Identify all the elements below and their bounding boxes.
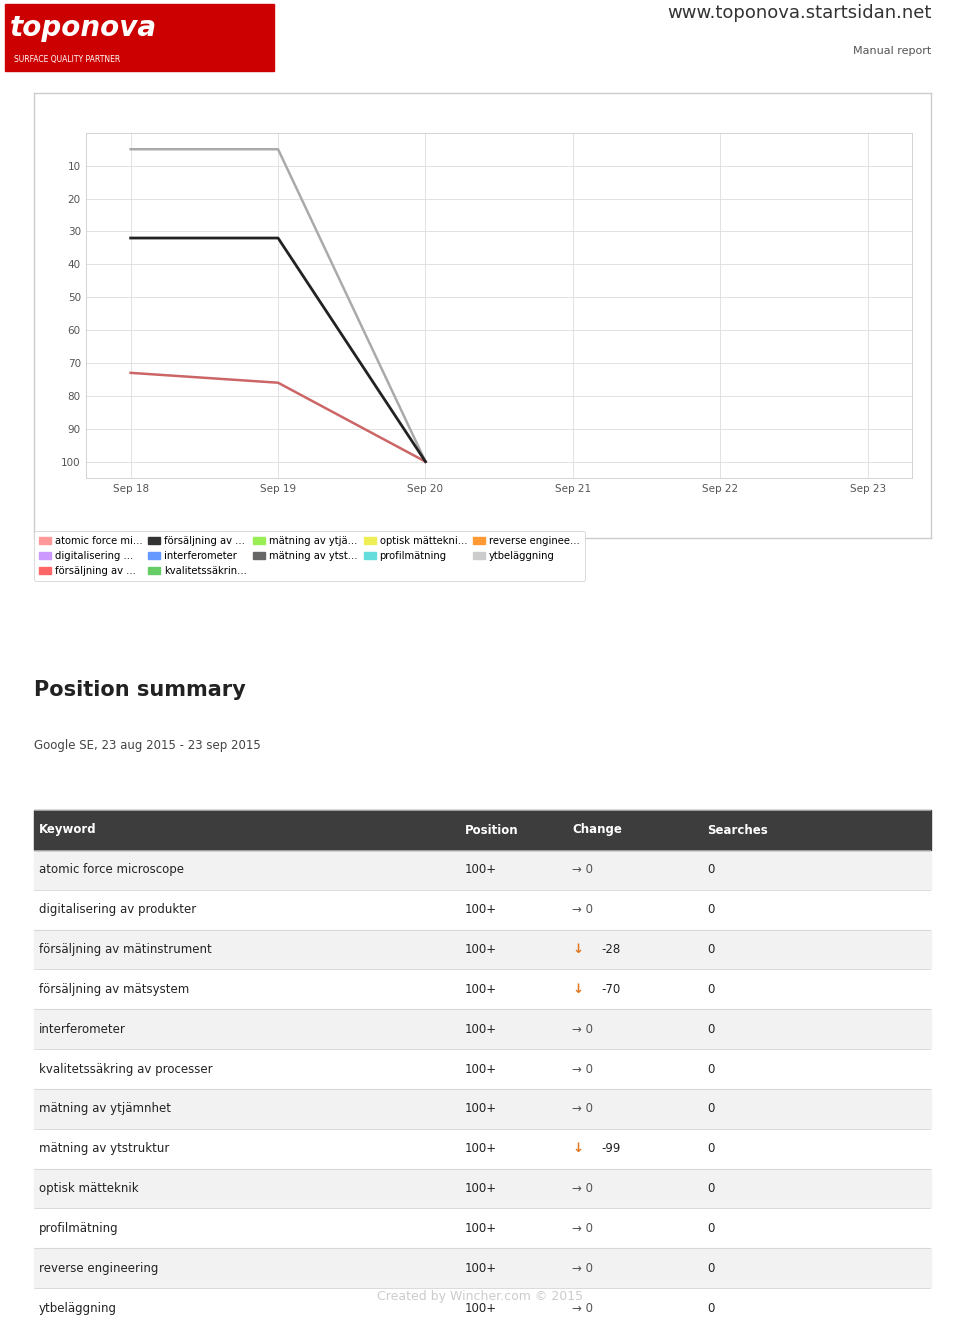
Text: försäljning av mätsystem: försäljning av mätsystem [39, 983, 189, 996]
Bar [34, 1129, 931, 1169]
Text: mätning av ytjämnhet: mätning av ytjämnhet [39, 1102, 171, 1116]
Text: Change: Change [572, 823, 622, 837]
Bar [34, 1009, 931, 1049]
Text: 100+: 100+ [465, 1062, 496, 1076]
Text: mätning av ytstruktur: mätning av ytstruktur [39, 1142, 169, 1155]
Bar [34, 1169, 931, 1208]
Text: 100+: 100+ [465, 1102, 496, 1116]
Bar [34, 890, 931, 930]
Text: 0: 0 [707, 863, 714, 876]
Text: ↓: ↓ [572, 1142, 584, 1155]
Bar [34, 1049, 931, 1089]
Text: -28: -28 [602, 943, 621, 956]
Text: toponova: toponova [10, 13, 156, 41]
Text: digitalisering av produkter: digitalisering av produkter [39, 903, 196, 916]
Text: → 0: → 0 [572, 1062, 593, 1076]
Text: -70: -70 [602, 983, 621, 996]
Text: optisk mätteknik: optisk mätteknik [39, 1182, 138, 1195]
Text: 0: 0 [707, 1182, 714, 1195]
Text: → 0: → 0 [572, 863, 593, 876]
Text: Google SE, 23 aug 2015 - 23 sep 2015: Google SE, 23 aug 2015 - 23 sep 2015 [34, 738, 260, 752]
Text: ytbeläggning: ytbeläggning [39, 1301, 117, 1315]
Text: 100+: 100+ [465, 863, 496, 876]
Text: ↓: ↓ [572, 943, 584, 956]
Text: Manual report: Manual report [852, 46, 931, 56]
Text: -99: -99 [602, 1142, 621, 1155]
Text: 100+: 100+ [465, 1262, 496, 1275]
Text: profilmätning: profilmätning [39, 1222, 119, 1235]
Text: 100+: 100+ [465, 983, 496, 996]
Bar [34, 1288, 931, 1328]
Text: 0: 0 [707, 1301, 714, 1315]
Text: 100+: 100+ [465, 943, 496, 956]
Text: 100+: 100+ [465, 1222, 496, 1235]
Text: 100+: 100+ [465, 1182, 496, 1195]
Text: 100+: 100+ [465, 903, 496, 916]
Bar [34, 1208, 931, 1248]
Text: Created by Wincher.com © 2015: Created by Wincher.com © 2015 [377, 1289, 583, 1303]
Text: → 0: → 0 [572, 903, 593, 916]
Text: ↓: ↓ [572, 983, 584, 996]
Text: → 0: → 0 [572, 1023, 593, 1036]
Text: atomic force microscope: atomic force microscope [39, 863, 184, 876]
Text: 100+: 100+ [465, 1142, 496, 1155]
Text: → 0: → 0 [572, 1222, 593, 1235]
Bar [34, 850, 931, 890]
Text: 0: 0 [707, 1023, 714, 1036]
Bar [34, 1089, 931, 1129]
Text: 100+: 100+ [465, 1023, 496, 1036]
Text: Position summary: Position summary [34, 680, 246, 700]
Text: interferometer: interferometer [39, 1023, 126, 1036]
Text: 0: 0 [707, 943, 714, 956]
Text: Position: Position [465, 823, 518, 837]
Text: → 0: → 0 [572, 1301, 593, 1315]
Text: kvalitetssäkring av processer: kvalitetssäkring av processer [39, 1062, 212, 1076]
Legend: atomic force mi..., digitalisering ..., försäljning av ..., försäljning av ..., : atomic force mi..., digitalisering ..., … [34, 531, 585, 582]
Bar [34, 930, 931, 969]
Bar [34, 1248, 931, 1288]
Text: www.toponova.startsidan.net: www.toponova.startsidan.net [667, 4, 931, 21]
Text: → 0: → 0 [572, 1182, 593, 1195]
Bar [34, 969, 931, 1009]
Text: 0: 0 [707, 1262, 714, 1275]
Text: Searches: Searches [707, 823, 768, 837]
Text: → 0: → 0 [572, 1262, 593, 1275]
Bar [34, 810, 931, 850]
Text: 0: 0 [707, 983, 714, 996]
Text: SURFACE QUALITY PARTNER: SURFACE QUALITY PARTNER [14, 54, 121, 64]
Text: 0: 0 [707, 1062, 714, 1076]
Text: 0: 0 [707, 1102, 714, 1116]
Text: 0: 0 [707, 1142, 714, 1155]
Text: försäljning av mätinstrument: försäljning av mätinstrument [39, 943, 212, 956]
Text: Keyword: Keyword [39, 823, 97, 837]
Text: 100+: 100+ [465, 1301, 496, 1315]
Text: 0: 0 [707, 1222, 714, 1235]
Text: reverse engineering: reverse engineering [39, 1262, 158, 1275]
Text: 0: 0 [707, 903, 714, 916]
FancyBboxPatch shape [5, 4, 274, 72]
Text: → 0: → 0 [572, 1102, 593, 1116]
